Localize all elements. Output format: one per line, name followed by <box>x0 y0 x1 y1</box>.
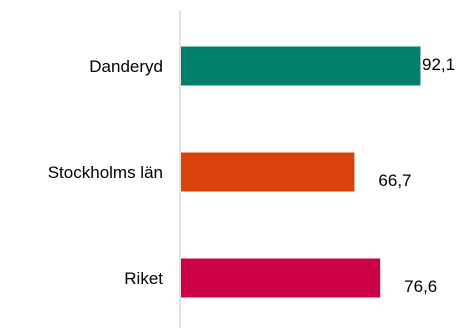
category-label: Stockholms län <box>48 163 163 182</box>
bar <box>181 46 421 86</box>
bar-group: Riket 76,6 <box>124 258 437 298</box>
bars-group: Danderyd 92,1 Stockholms län 66,7 Riket 76,6 <box>48 46 455 298</box>
bar-group: Danderyd 92,1 <box>89 46 455 86</box>
bar <box>181 258 381 298</box>
bar-group: Stockholms län 66,7 <box>48 152 412 192</box>
bar <box>181 152 355 192</box>
value-label: 92,1 <box>422 55 455 74</box>
value-label: 76,6 <box>404 277 437 296</box>
category-label: Danderyd <box>89 57 163 76</box>
value-label: 66,7 <box>378 171 411 190</box>
category-label: Riket <box>124 269 163 288</box>
